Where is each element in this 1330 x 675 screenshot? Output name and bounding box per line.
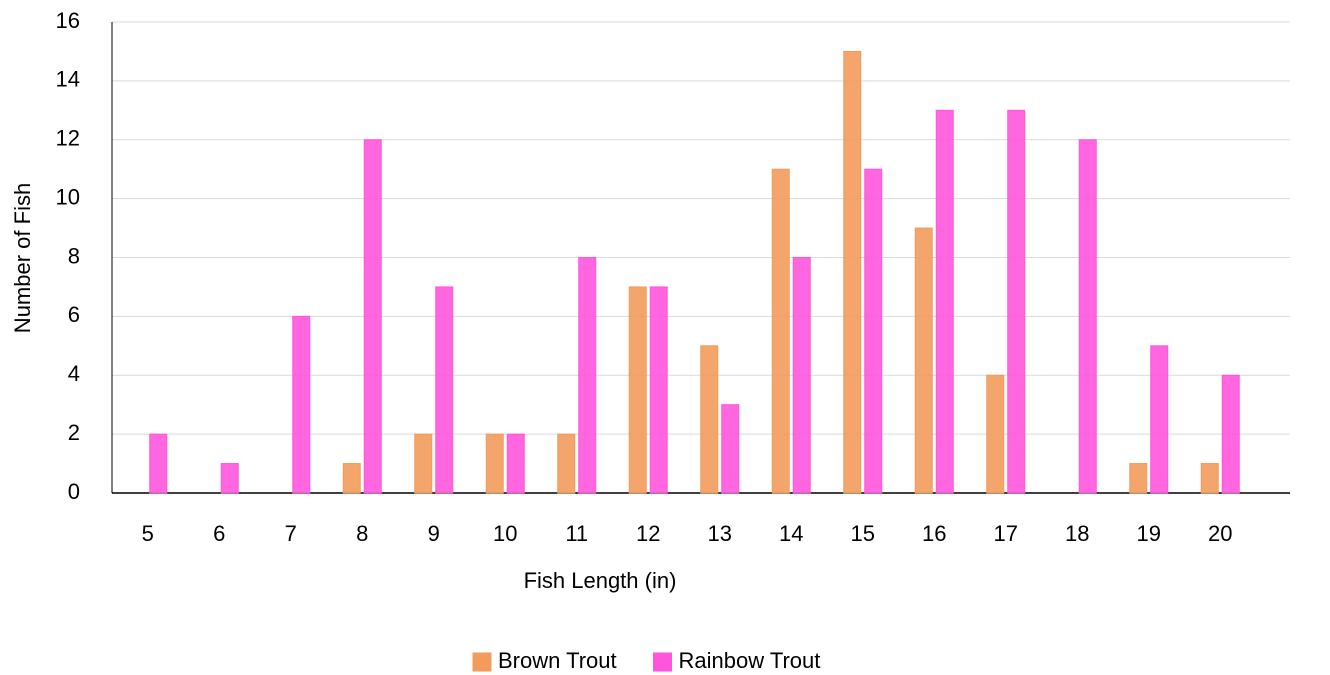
bar xyxy=(435,286,454,494)
y-axis-title: Number of Fish xyxy=(10,183,35,333)
bar xyxy=(935,109,954,494)
y-tick-label: 10 xyxy=(56,184,80,209)
x-tick-label: 16 xyxy=(922,521,946,546)
bar xyxy=(843,50,862,494)
y-tick-label: 16 xyxy=(56,8,80,33)
bar xyxy=(771,168,790,494)
y-tick-label: 12 xyxy=(56,126,80,151)
y-tick-label: 8 xyxy=(68,243,80,268)
y-tick-label: 14 xyxy=(56,67,80,92)
bar xyxy=(1221,374,1240,494)
y-tick-label: 2 xyxy=(68,420,80,445)
bar xyxy=(414,433,433,494)
bar xyxy=(342,463,361,494)
x-tick-label: 7 xyxy=(285,521,297,546)
legend-label: Brown Trout xyxy=(498,648,617,673)
x-tick-label: 19 xyxy=(1137,521,1161,546)
y-tick-label: 0 xyxy=(68,479,80,504)
x-tick-label: 15 xyxy=(851,521,875,546)
bar xyxy=(506,433,525,494)
bar xyxy=(1200,463,1219,494)
x-tick-label: 14 xyxy=(779,521,803,546)
bar xyxy=(721,404,740,494)
bar xyxy=(149,433,168,494)
bar xyxy=(220,463,239,494)
bar xyxy=(1078,139,1097,494)
bar xyxy=(1129,463,1148,494)
x-tick-label: 8 xyxy=(356,521,368,546)
bar xyxy=(700,345,719,494)
x-tick-label: 12 xyxy=(636,521,660,546)
bar xyxy=(792,257,811,494)
bar xyxy=(1150,345,1169,494)
x-axis-title: Fish Length (in) xyxy=(524,568,677,593)
bar xyxy=(864,168,883,494)
x-tick-label: 9 xyxy=(428,521,440,546)
y-tick-label: 6 xyxy=(68,302,80,327)
bar xyxy=(628,286,647,494)
x-tick-label: 5 xyxy=(142,521,154,546)
legend-label: Rainbow Trout xyxy=(679,648,821,673)
legend-swatch xyxy=(653,652,672,672)
x-tick-label: 20 xyxy=(1208,521,1232,546)
bar xyxy=(986,374,1005,494)
x-tick-label: 6 xyxy=(213,521,225,546)
legend-swatch xyxy=(472,652,492,672)
bar xyxy=(485,433,504,494)
x-tick-label: 17 xyxy=(994,521,1018,546)
y-tick-label: 4 xyxy=(68,361,80,386)
bar xyxy=(914,227,933,494)
x-tick-label: 10 xyxy=(493,521,517,546)
bar xyxy=(1007,109,1026,494)
bar xyxy=(649,286,668,494)
bar xyxy=(292,315,311,494)
bar xyxy=(578,257,597,494)
bar xyxy=(557,433,576,494)
x-tick-label: 11 xyxy=(565,521,588,546)
bar xyxy=(363,139,382,494)
x-tick-label: 18 xyxy=(1065,521,1089,546)
x-tick-label: 13 xyxy=(708,521,732,546)
